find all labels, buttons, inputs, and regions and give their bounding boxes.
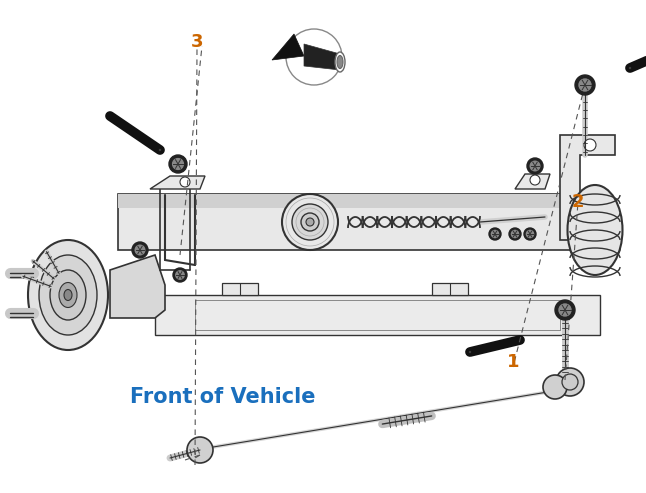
Circle shape <box>135 245 145 255</box>
Circle shape <box>301 213 319 231</box>
Ellipse shape <box>39 255 97 335</box>
Circle shape <box>579 79 591 91</box>
Circle shape <box>306 218 314 226</box>
Circle shape <box>575 75 595 95</box>
Polygon shape <box>155 295 600 335</box>
Circle shape <box>132 242 148 258</box>
Bar <box>222 283 258 295</box>
Ellipse shape <box>59 282 77 308</box>
Bar <box>118 194 572 250</box>
Text: Front of Vehicle: Front of Vehicle <box>130 387 316 407</box>
Polygon shape <box>515 174 550 189</box>
Polygon shape <box>560 135 615 240</box>
Circle shape <box>282 194 338 250</box>
Circle shape <box>173 268 187 282</box>
Circle shape <box>526 230 534 238</box>
Ellipse shape <box>335 52 345 72</box>
Circle shape <box>176 271 184 279</box>
Circle shape <box>559 304 571 316</box>
Bar <box>432 283 468 295</box>
Circle shape <box>512 230 519 238</box>
Circle shape <box>562 374 578 390</box>
Polygon shape <box>150 176 205 189</box>
Polygon shape <box>272 34 304 60</box>
Circle shape <box>292 204 328 240</box>
Circle shape <box>509 228 521 240</box>
Circle shape <box>530 161 540 171</box>
Circle shape <box>159 149 162 151</box>
Bar <box>118 194 572 208</box>
Circle shape <box>527 158 543 174</box>
Circle shape <box>172 159 183 170</box>
Circle shape <box>169 155 187 173</box>
Circle shape <box>187 437 213 463</box>
Ellipse shape <box>337 56 343 69</box>
Circle shape <box>543 375 567 399</box>
Ellipse shape <box>28 240 108 350</box>
Circle shape <box>489 228 501 240</box>
Circle shape <box>180 177 190 187</box>
Polygon shape <box>304 44 340 70</box>
Polygon shape <box>110 255 165 318</box>
Circle shape <box>286 29 342 85</box>
Circle shape <box>556 368 584 396</box>
Circle shape <box>555 300 575 320</box>
Circle shape <box>584 139 596 151</box>
Text: 2: 2 <box>572 193 585 211</box>
Circle shape <box>629 67 631 69</box>
Text: 1: 1 <box>507 353 520 371</box>
Circle shape <box>524 228 536 240</box>
Ellipse shape <box>567 185 623 275</box>
Circle shape <box>469 351 472 353</box>
Ellipse shape <box>64 289 72 301</box>
Ellipse shape <box>50 270 86 320</box>
Text: 3: 3 <box>191 33 203 51</box>
Circle shape <box>492 230 499 238</box>
Circle shape <box>530 175 540 185</box>
